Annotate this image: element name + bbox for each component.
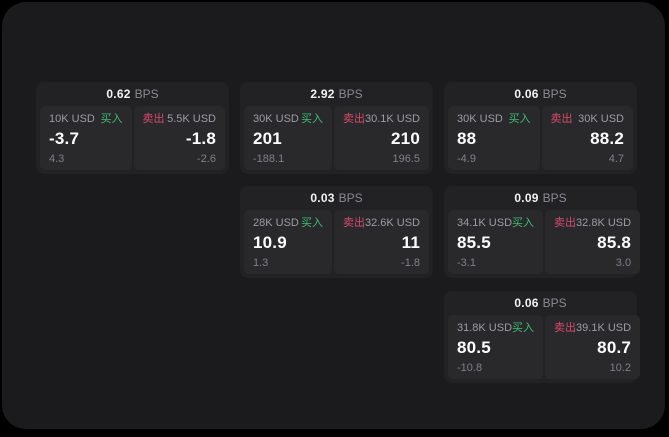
- sell-tile[interactable]: 卖出 5.5K USD -1.8 -2.6: [133, 106, 225, 170]
- quote-card: 2.92 BPS 30K USD 买入 201 -188.1 卖出 30.1K …: [240, 82, 433, 174]
- bps-unit-label: BPS: [542, 296, 567, 310]
- buy-delta: 4.3: [49, 153, 65, 165]
- bps-value: 0.06: [514, 87, 539, 101]
- card-header: 0.62 BPS: [36, 82, 229, 106]
- sell-side-label: 卖出: [342, 217, 365, 229]
- sell-size-label: 30.1K USD: [364, 113, 420, 125]
- buy-side-label: 买入: [512, 217, 535, 229]
- buy-size-label: 34.1K USD: [457, 217, 513, 229]
- sell-price: -1.8: [185, 129, 216, 148]
- sell-side-label: 卖出: [142, 113, 165, 125]
- quote-card: 0.03 BPS 28K USD 买入 10.9 1.3 卖出 32.6K US…: [240, 186, 433, 278]
- buy-tile[interactable]: 31.8K USD 买入 80.5 -10.8: [448, 315, 544, 379]
- quote-tiles: 30K USD 买入 88 -4.9 卖出 30K USD 88.2 4.7: [444, 106, 637, 174]
- bps-unit-label: BPS: [542, 87, 567, 101]
- buy-side-label: 买入: [512, 322, 535, 334]
- sell-side-label: 卖出: [342, 113, 365, 125]
- sell-tile[interactable]: 卖出 32.6K USD 11 -1.8: [333, 210, 429, 274]
- buy-tile[interactable]: 28K USD 买入 10.9 1.3: [244, 210, 332, 274]
- buy-size-label: 28K USD: [253, 217, 299, 229]
- sell-size-label: 32.8K USD: [576, 217, 632, 229]
- bps-unit-label: BPS: [134, 87, 159, 101]
- sell-delta: 196.5: [392, 153, 420, 165]
- sell-tile[interactable]: 卖出 32.8K USD 85.8 3.0: [545, 210, 641, 274]
- sell-price: 11: [401, 233, 420, 252]
- sell-tile[interactable]: 卖出 30.1K USD 210 196.5: [333, 106, 429, 170]
- buy-size-label: 10K USD: [49, 113, 95, 125]
- buy-delta: -3.1: [457, 257, 476, 269]
- bps-value: 0.03: [310, 191, 335, 205]
- bps-value: 0.09: [514, 191, 539, 205]
- sell-price: 85.8: [597, 233, 632, 252]
- sell-tile[interactable]: 卖出 30K USD 88.2 4.7: [541, 106, 633, 170]
- bps-value: 2.92: [310, 87, 335, 101]
- sell-size-label: 39.1K USD: [576, 322, 632, 334]
- buy-delta: -4.9: [457, 153, 476, 165]
- buy-price: 80.5: [457, 338, 491, 357]
- sell-delta: -2.6: [197, 153, 216, 165]
- quote-tiles: 30K USD 买入 201 -188.1 卖出 30.1K USD 210 1…: [240, 106, 433, 174]
- sell-size-label: 30K USD: [578, 113, 624, 125]
- quote-tiles: 31.8K USD 买入 80.5 -10.8 卖出 39.1K USD 80.…: [444, 315, 641, 383]
- bps-value: 0.62: [106, 87, 131, 101]
- buy-tile[interactable]: 30K USD 买入 88 -4.9: [448, 106, 540, 170]
- bps-unit-label: BPS: [338, 191, 363, 205]
- buy-delta: -188.1: [253, 153, 285, 165]
- buy-price: -3.7: [49, 129, 80, 148]
- quote-card: 0.62 BPS 10K USD 买入 -3.7 4.3 卖出 5.5K USD…: [36, 82, 229, 174]
- bps-value: 0.06: [514, 296, 539, 310]
- buy-price: 201: [253, 129, 282, 148]
- quote-tiles: 10K USD 买入 -3.7 4.3 卖出 5.5K USD -1.8 -2.…: [36, 106, 229, 174]
- buy-tile[interactable]: 34.1K USD 买入 85.5 -3.1: [448, 210, 544, 274]
- card-header: 2.92 BPS: [240, 82, 433, 106]
- buy-side-label: 买入: [508, 113, 531, 125]
- sell-delta: 10.2: [609, 362, 632, 374]
- buy-delta: -10.8: [457, 362, 483, 374]
- sell-delta: 3.0: [615, 257, 632, 269]
- quote-tiles: 34.1K USD 买入 85.5 -3.1 卖出 32.8K USD 85.8…: [444, 210, 641, 278]
- sell-delta: 4.7: [608, 153, 624, 165]
- sell-size-label: 5.5K USD: [167, 113, 216, 125]
- quote-card: 0.06 BPS 31.8K USD 买入 80.5 -10.8 卖出 39.1…: [444, 291, 641, 383]
- sell-price: 88.2: [590, 129, 624, 148]
- bps-unit-label: BPS: [338, 87, 363, 101]
- app-surface: 0.62 BPS 10K USD 买入 -3.7 4.3 卖出 5.5K USD…: [2, 2, 665, 429]
- card-header: 0.06 BPS: [444, 291, 637, 315]
- buy-delta: 1.3: [253, 257, 269, 269]
- card-header: 0.09 BPS: [444, 186, 637, 210]
- buy-tile[interactable]: 10K USD 买入 -3.7 4.3: [40, 106, 132, 170]
- sell-price: 210: [391, 129, 420, 148]
- buy-size-label: 30K USD: [457, 113, 503, 125]
- sell-side-label: 卖出: [550, 113, 573, 125]
- sell-side-label: 卖出: [554, 217, 577, 229]
- buy-size-label: 31.8K USD: [457, 322, 513, 334]
- quote-card: 0.06 BPS 30K USD 买入 88 -4.9 卖出 30K USD 8…: [444, 82, 637, 174]
- buy-price: 10.9: [253, 233, 287, 252]
- buy-side-label: 买入: [100, 113, 123, 125]
- sell-size-label: 32.6K USD: [364, 217, 420, 229]
- buy-side-label: 买入: [300, 113, 323, 125]
- buy-size-label: 30K USD: [253, 113, 299, 125]
- bps-unit-label: BPS: [542, 191, 567, 205]
- buy-tile[interactable]: 30K USD 买入 201 -188.1: [244, 106, 332, 170]
- sell-side-label: 卖出: [554, 322, 577, 334]
- sell-price: 80.7: [597, 338, 632, 357]
- quote-card: 0.09 BPS 34.1K USD 买入 85.5 -3.1 卖出 32.8K…: [444, 186, 641, 278]
- sell-tile[interactable]: 卖出 39.1K USD 80.7 10.2: [545, 315, 641, 379]
- card-header: 0.03 BPS: [240, 186, 433, 210]
- buy-price: 88: [457, 129, 477, 148]
- card-header: 0.06 BPS: [444, 82, 637, 106]
- buy-side-label: 买入: [300, 217, 323, 229]
- quote-tiles: 28K USD 买入 10.9 1.3 卖出 32.6K USD 11 -1.8: [240, 210, 433, 278]
- sell-delta: -1.8: [401, 257, 420, 269]
- buy-price: 85.5: [457, 233, 491, 252]
